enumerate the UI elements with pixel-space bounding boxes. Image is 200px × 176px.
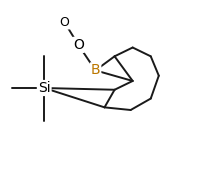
Text: O: O <box>59 15 69 29</box>
Text: O: O <box>73 38 83 52</box>
Text: Si: Si <box>38 81 50 95</box>
Text: B: B <box>90 63 100 77</box>
